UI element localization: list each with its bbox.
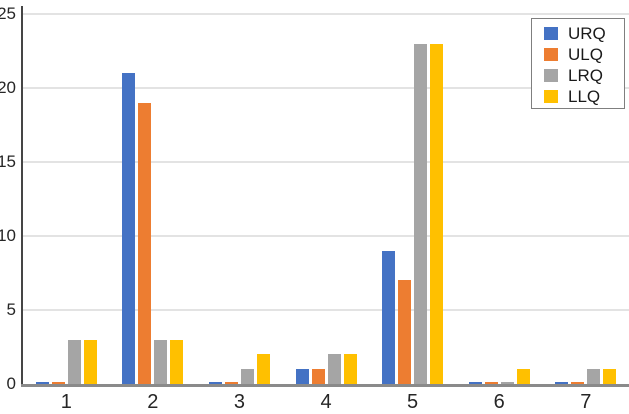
bar-group-2: [110, 14, 197, 384]
bar-llq-cat2: [170, 339, 184, 384]
y-tick-label: 20: [0, 78, 16, 97]
bar-llq-cat7: [603, 369, 617, 384]
bar-urq-cat2: [122, 73, 136, 384]
gridline: [23, 87, 629, 89]
legend-item-ulq: ULQ: [544, 44, 624, 65]
bar-urq-cat3: [208, 382, 222, 384]
bar-llq-cat6: [516, 369, 530, 384]
y-axis-tick-labels: 0 5 10 15 20 25: [0, 5, 17, 393]
bar-group-3: [196, 14, 283, 384]
legend-label: LLQ: [568, 87, 601, 106]
x-tick-label: 3: [233, 391, 245, 413]
bar-group-1: [23, 14, 110, 384]
gridline: [23, 235, 629, 237]
bar-lrq-cat3: [240, 369, 254, 384]
legend-item-lrq: LRQ: [544, 65, 624, 86]
bar-urq-cat1: [35, 382, 49, 384]
legend-item-llq: LLQ: [544, 86, 624, 107]
gridline: [23, 161, 629, 163]
bar-ulq-cat5: [398, 280, 412, 384]
legend-swatch-lrq-icon: [544, 69, 558, 82]
bar-llq-cat1: [83, 339, 97, 384]
bar-urq-cat6: [468, 382, 482, 384]
gridlines-layer: [23, 13, 629, 384]
x-tick-label: 5: [407, 391, 419, 413]
y-tick-label: 15: [0, 152, 16, 171]
bar-urq-cat4: [295, 369, 309, 384]
bars-layer: [23, 14, 629, 384]
x-tick-label: 2: [147, 391, 159, 413]
bar-ulq-cat1: [51, 382, 65, 384]
bar-llq-cat4: [343, 354, 357, 384]
y-tick-label: 25: [0, 4, 16, 23]
bar-lrq-cat6: [500, 382, 514, 384]
x-tick-label: 7: [580, 391, 592, 413]
legend-swatch-ulq-icon: [544, 48, 558, 61]
legend-label: LRQ: [568, 66, 603, 85]
bar-lrq-cat2: [154, 339, 168, 384]
bar-lrq-cat5: [414, 43, 428, 384]
legend-label: URQ: [568, 24, 606, 43]
bar-group-6: [456, 14, 543, 384]
bar-ulq-cat4: [311, 369, 325, 384]
y-axis-line: [21, 6, 23, 387]
y-tick-label: 10: [0, 226, 16, 245]
bar-urq-cat7: [555, 382, 569, 384]
legend-swatch-urq-icon: [544, 27, 558, 40]
y-tick-label: 5: [6, 300, 16, 319]
x-tick-label: 4: [320, 391, 332, 413]
bar-llq-cat5: [430, 43, 444, 384]
x-tick-label: 1: [60, 391, 72, 413]
y-tick-label: 0: [6, 374, 16, 393]
x-axis-tick-labels: 1 2 3 4 5 6 7: [23, 391, 629, 414]
bar-lrq-cat1: [67, 339, 81, 384]
bar-lrq-cat4: [327, 354, 341, 384]
legend: URQ ULQ LRQ LLQ: [531, 18, 625, 109]
gridline: [23, 309, 629, 311]
bar-group-4: [283, 14, 370, 384]
bar-ulq-cat6: [484, 382, 498, 384]
legend-swatch-llq-icon: [544, 90, 558, 103]
bar-lrq-cat7: [587, 369, 601, 384]
x-axis-line: [21, 384, 629, 387]
gridline: [23, 13, 629, 15]
legend-item-urq: URQ: [544, 23, 624, 44]
x-tick-label: 6: [493, 391, 505, 413]
bar-llq-cat3: [256, 354, 270, 384]
bar-group-7: [542, 14, 629, 384]
bar-urq-cat5: [382, 250, 396, 384]
legend-label: ULQ: [568, 45, 603, 64]
bar-ulq-cat2: [138, 102, 152, 384]
bar-group-5: [369, 14, 456, 384]
bar-ulq-cat3: [224, 382, 238, 384]
bar-ulq-cat7: [571, 382, 585, 384]
plot-area: [23, 13, 629, 384]
